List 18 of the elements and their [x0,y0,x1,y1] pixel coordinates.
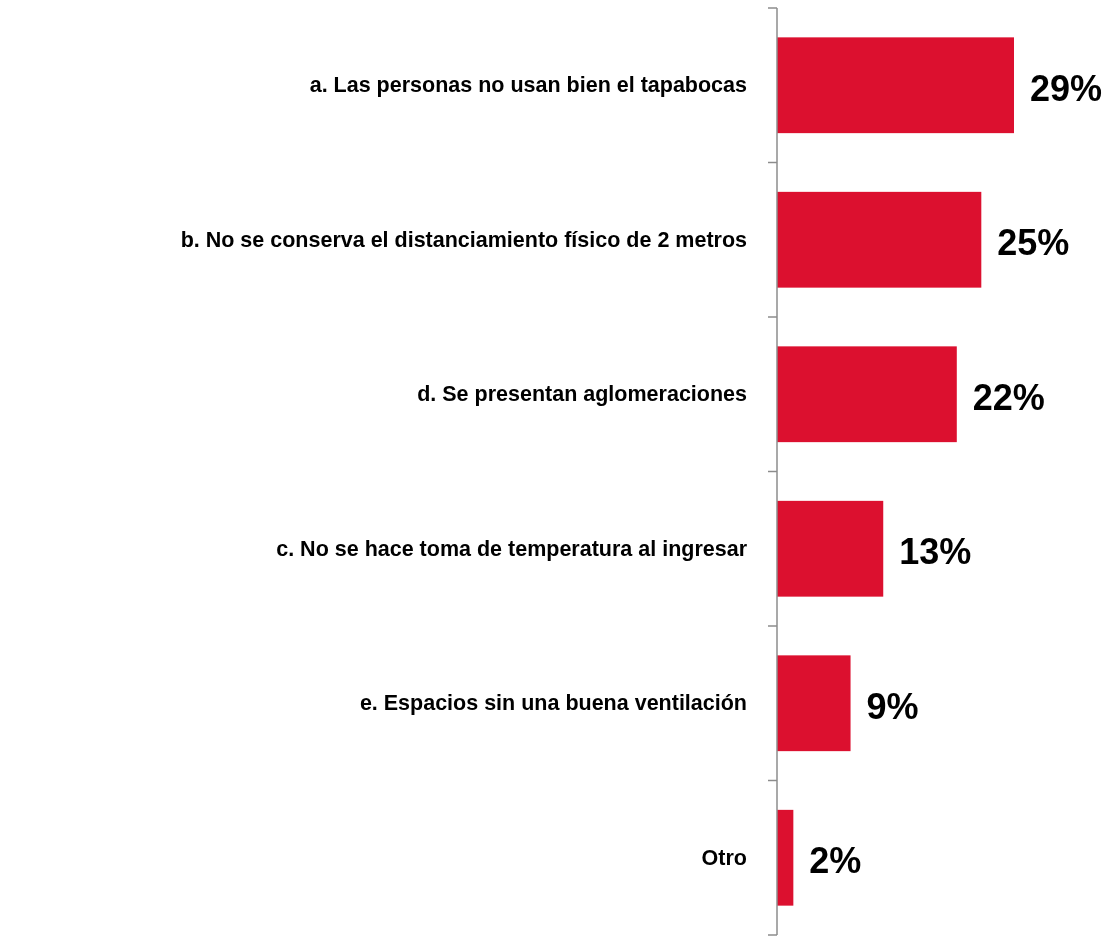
data-label: 22% [972,376,1045,418]
bar [777,37,1014,134]
y-tick-label: b. No se conserva el distanciamiento físico de 2 metros [180,227,748,252]
y-tick-label: Otro [701,845,747,870]
bar [777,346,957,443]
bar [777,191,982,288]
bar [777,655,851,752]
y-tick-label: a. Las personas no usan bien el tapabocas [309,73,748,98]
data-label: 9% [866,685,919,727]
data-label: 13% [899,531,972,573]
bar [777,500,884,597]
data-label: 29% [1030,67,1103,109]
y-tick-label: e. Espacios sin una buena ventilación [359,691,747,716]
y-tick-label: c. No se hace toma de temperatura al ingresar [276,536,748,561]
data-label: 2% [809,840,862,882]
data-label: 25% [997,222,1070,264]
y-tick-label: d. Se presentan aglomeraciones [417,382,748,407]
bar [777,809,794,906]
